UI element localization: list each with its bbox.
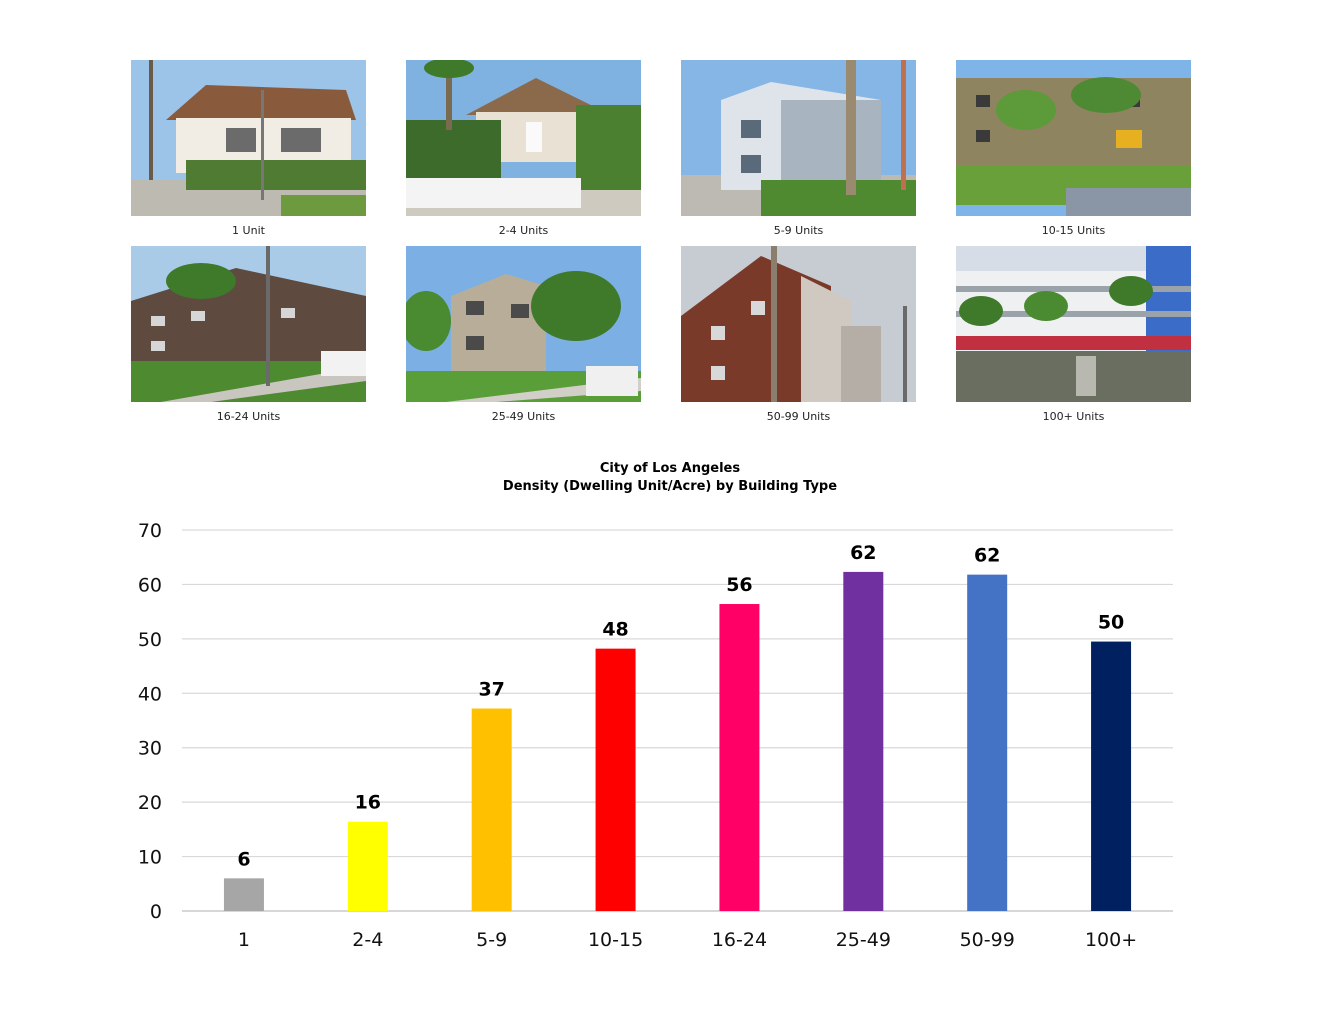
photo-caption: 5-9 Units bbox=[773, 224, 824, 237]
bar bbox=[471, 708, 512, 911]
apartment-photo bbox=[406, 246, 641, 402]
x-axis-categories: 1 2-4 5-9 10-15 16-24 25-49 50-99 100+ bbox=[238, 929, 1137, 951]
x-category-label: 5-9 bbox=[476, 929, 507, 951]
photo-16-24-units: 16-24 Units bbox=[131, 246, 366, 423]
y-tick-label: 60 bbox=[138, 574, 162, 596]
data-label: 37 bbox=[478, 679, 504, 701]
photo-5-9-units: 5-9 Units bbox=[681, 60, 916, 237]
photo-caption: 16-24 Units bbox=[216, 410, 281, 423]
apartment-photo bbox=[131, 246, 366, 402]
photo-caption: 2-4 Units bbox=[498, 224, 549, 237]
photo-1-unit: 1 Unit bbox=[131, 60, 366, 237]
data-label: 6 bbox=[237, 848, 250, 870]
house-photo bbox=[131, 60, 366, 216]
x-category-label: 50-99 bbox=[960, 929, 1015, 951]
house-photo bbox=[406, 60, 641, 216]
chart-title: City of Los Angeles bbox=[599, 461, 741, 476]
bar bbox=[223, 878, 264, 911]
chart-heading: City of Los Angeles Density (Dwelling Un… bbox=[0, 460, 1320, 496]
photo-100-plus-units: 100+ Units bbox=[956, 246, 1191, 423]
photo-10-15-units: 10-15 Units bbox=[956, 60, 1191, 237]
y-tick-label: 40 bbox=[138, 683, 162, 705]
y-tick-label: 70 bbox=[138, 520, 162, 542]
photo-50-99-units: 50-99 Units bbox=[681, 246, 916, 423]
bar bbox=[843, 571, 884, 911]
x-category-label: 2-4 bbox=[352, 929, 383, 951]
photo-2-4-units: 2-4 Units bbox=[406, 60, 641, 237]
apartment-photo bbox=[681, 246, 916, 402]
bar bbox=[967, 574, 1008, 911]
photo-25-49-units: 25-49 Units bbox=[406, 246, 641, 423]
data-label: 62 bbox=[974, 545, 1000, 567]
y-tick-label: 0 bbox=[150, 901, 162, 923]
data-label: 62 bbox=[850, 542, 876, 564]
bar bbox=[347, 821, 388, 911]
data-label: 56 bbox=[726, 574, 752, 596]
data-labels: 6 16 37 48 56 62 62 50 bbox=[237, 542, 1124, 870]
bar bbox=[719, 604, 760, 911]
photo-caption: 10-15 Units bbox=[1041, 224, 1106, 237]
x-category-label: 1 bbox=[238, 929, 250, 951]
chart-subtitle: Density (Dwelling Unit/Acre) by Building… bbox=[502, 479, 838, 494]
photo-grid: 1 Unit 2-4 Units bbox=[131, 60, 1191, 430]
y-axis-ticks: 0 10 20 30 40 50 60 70 bbox=[138, 520, 162, 923]
apartment-photo bbox=[956, 60, 1191, 216]
bar bbox=[595, 648, 636, 911]
x-category-label: 100+ bbox=[1085, 929, 1137, 951]
photo-caption: 100+ Units bbox=[1042, 410, 1105, 423]
gridlines bbox=[182, 529, 1173, 912]
photo-caption: 1 Unit bbox=[232, 224, 265, 237]
bar bbox=[1091, 641, 1132, 911]
y-tick-label: 50 bbox=[138, 629, 162, 651]
x-category-label: 16-24 bbox=[712, 929, 767, 951]
x-category-label: 10-15 bbox=[588, 929, 643, 951]
y-tick-label: 20 bbox=[138, 792, 162, 814]
data-label: 16 bbox=[355, 792, 381, 814]
y-tick-label: 10 bbox=[138, 847, 162, 869]
photo-caption: 50-99 Units bbox=[766, 410, 831, 423]
data-label: 48 bbox=[602, 619, 628, 641]
y-tick-label: 30 bbox=[138, 738, 162, 760]
bars bbox=[223, 571, 1132, 911]
apartment-photo bbox=[681, 60, 916, 216]
data-label: 50 bbox=[1098, 612, 1124, 634]
x-category-label: 25-49 bbox=[836, 929, 891, 951]
apartment-photo bbox=[956, 246, 1191, 402]
photo-caption: 25-49 Units bbox=[491, 410, 556, 423]
